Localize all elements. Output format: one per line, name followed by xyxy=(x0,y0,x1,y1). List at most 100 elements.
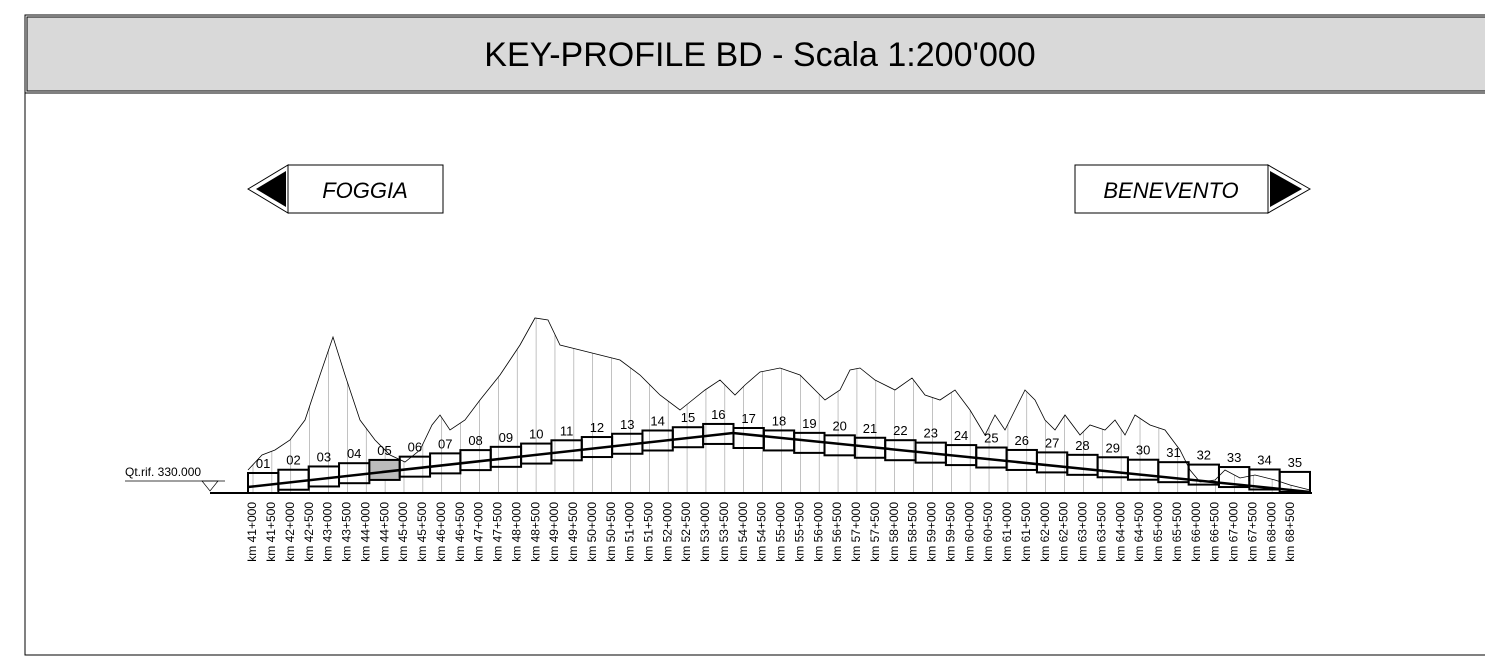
chainage-label: km 43+500 xyxy=(340,502,354,562)
chainage-label: km 45+500 xyxy=(415,502,429,562)
segment-label: 04 xyxy=(347,446,361,461)
chainage-label: km 45+000 xyxy=(396,502,410,562)
chainage-label: km 63+500 xyxy=(1094,502,1108,562)
chainage-label: km 68+500 xyxy=(1283,502,1297,562)
chainage-label: km 51+500 xyxy=(641,502,655,562)
segment-label: 34 xyxy=(1257,452,1271,467)
chainage-label: km 56+000 xyxy=(811,502,825,562)
chainage-label: km 50+500 xyxy=(604,502,618,562)
chainage-label: km 54+500 xyxy=(755,502,769,562)
chainage-label: km 55+000 xyxy=(774,502,788,562)
chainage-label: km 58+000 xyxy=(887,502,901,562)
chainage-label: km 49+000 xyxy=(547,502,561,562)
segment-label: 07 xyxy=(438,436,452,451)
chainage-label: km 60+500 xyxy=(981,502,995,562)
segment-label: 22 xyxy=(893,423,907,438)
reference-marker xyxy=(201,480,219,492)
chainage-label: km 59+500 xyxy=(943,502,957,562)
chainage-label: km 64+500 xyxy=(1132,502,1146,562)
chainage-label: km 48+500 xyxy=(528,502,542,562)
segment-box xyxy=(1278,470,1311,493)
segment-label: 31 xyxy=(1166,445,1180,460)
chainage-label: km 42+500 xyxy=(302,502,316,562)
chainage-label: km 44+500 xyxy=(377,502,391,562)
chainage-label: km 49+500 xyxy=(566,502,580,562)
terrain xyxy=(247,317,1311,491)
chainage-label: km 54+000 xyxy=(736,502,750,562)
direction-left: FOGGIA xyxy=(322,178,408,203)
chainage-label: km 41+500 xyxy=(264,502,278,562)
segment-label: 20 xyxy=(832,418,846,433)
segment-label: 03 xyxy=(317,449,331,464)
segment-label: 12 xyxy=(590,420,604,435)
chainage-label: km 62+500 xyxy=(1057,502,1071,562)
title: KEY-PROFILE BD - Scala 1:200'000 xyxy=(484,36,1035,74)
segment-label: 33 xyxy=(1227,450,1241,465)
chainage-label: km 44+000 xyxy=(358,502,372,562)
direction-box xyxy=(287,164,444,214)
chainage-label: km 61+000 xyxy=(1000,502,1014,562)
frame xyxy=(24,14,1485,656)
direction-box xyxy=(1074,164,1269,214)
segment-label: 27 xyxy=(1045,435,1059,450)
chainage-label: km 42+000 xyxy=(283,502,297,562)
title-bar xyxy=(26,16,1485,92)
segment-label: 10 xyxy=(529,427,543,442)
direction-right: BENEVENTO xyxy=(1103,178,1238,203)
segment-label: 25 xyxy=(984,431,998,446)
chainage-label: km 47+000 xyxy=(472,502,486,562)
chainage-label: km 61+500 xyxy=(1019,502,1033,562)
chainage-label: km 50+000 xyxy=(585,502,599,562)
segment-label: 08 xyxy=(468,433,482,448)
segment-label: 35 xyxy=(1288,455,1302,470)
segment-label: 24 xyxy=(954,428,968,443)
segment-label: 01 xyxy=(256,456,270,471)
chainage-label: km 41+000 xyxy=(245,502,259,562)
segment-label: 05 xyxy=(377,443,391,458)
segment-label: 21 xyxy=(863,421,877,436)
chainage-label: km 64+000 xyxy=(1113,502,1127,562)
chainage-label: km 59+000 xyxy=(925,502,939,562)
chainage-label: km 66+500 xyxy=(1208,502,1222,562)
segment-label: 02 xyxy=(286,453,300,468)
chainage-label: km 46+500 xyxy=(453,502,467,562)
chainage-label: km 67+500 xyxy=(1245,502,1259,562)
segment-label: 11 xyxy=(560,423,574,438)
arrow-left-fill xyxy=(256,171,286,207)
chainage-label: km 57+500 xyxy=(868,502,882,562)
segment-label: 19 xyxy=(802,416,816,431)
chainage-label: km 67+000 xyxy=(1227,502,1241,562)
grade-line xyxy=(247,431,1311,494)
chainage-label: km 47+500 xyxy=(491,502,505,562)
chainage-label: km 48+000 xyxy=(509,502,523,562)
segment-label: 06 xyxy=(408,440,422,455)
segment-label: 26 xyxy=(1015,433,1029,448)
chainage-label: km 55+500 xyxy=(792,502,806,562)
segment-label: 09 xyxy=(499,430,513,445)
chainage-label: km 63+000 xyxy=(1076,502,1090,562)
chainage-label: km 66+000 xyxy=(1189,502,1203,562)
segment-label: 17 xyxy=(741,411,755,426)
chainage-label: km 43+000 xyxy=(321,502,335,562)
reference-label: Qt.rif. 330.000 xyxy=(125,465,201,479)
chainage-label: km 60+000 xyxy=(962,502,976,562)
chainage-label: km 52+000 xyxy=(660,502,674,562)
chainage-label: km 53+000 xyxy=(698,502,712,562)
segment-label: 16 xyxy=(711,407,725,422)
segment-label: 18 xyxy=(772,413,786,428)
chainage-label: km 62+000 xyxy=(1038,502,1052,562)
chainage-label: km 57+000 xyxy=(849,502,863,562)
segment-label: 13 xyxy=(620,417,634,432)
chainage-label: km 53+500 xyxy=(717,502,731,562)
segment-label: 30 xyxy=(1136,443,1150,458)
segment-label: 23 xyxy=(923,426,937,441)
chainage-label: km 68+000 xyxy=(1264,502,1278,562)
chainage-label: km 65+000 xyxy=(1151,502,1165,562)
chainage-label: km 56+500 xyxy=(830,502,844,562)
segment-label: 28 xyxy=(1075,438,1089,453)
segment-label: 29 xyxy=(1106,440,1120,455)
chainage-label: km 52+500 xyxy=(679,502,693,562)
segment-label: 32 xyxy=(1197,448,1211,463)
arrow-right-fill xyxy=(1270,171,1302,207)
